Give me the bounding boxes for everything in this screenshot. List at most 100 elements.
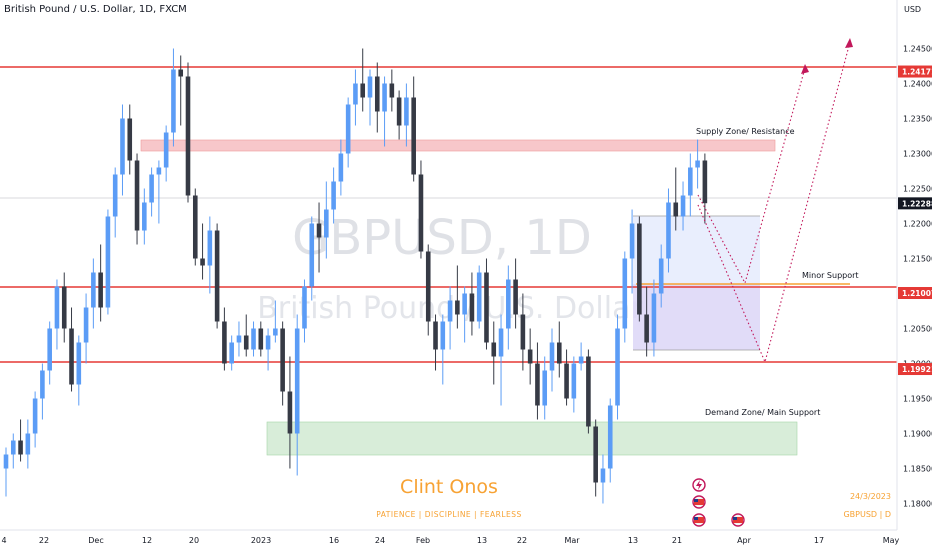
candle-body: [411, 97, 416, 175]
candle: [134, 153, 140, 245]
price-tick-label: 1.23000: [903, 150, 932, 159]
level-price-tag: [898, 65, 932, 78]
candle-body: [273, 328, 278, 336]
candle-body: [331, 181, 336, 210]
candle: [40, 363, 45, 420]
candle: [54, 279, 60, 350]
candle-body: [374, 76, 380, 112]
candle: [229, 335, 234, 371]
candle-body: [98, 272, 103, 308]
candle: [294, 314, 300, 476]
flag-canton-icon: [694, 499, 698, 502]
price-tick-label: 1.19000: [903, 430, 932, 439]
candle: [389, 69, 395, 112]
candle: [433, 314, 438, 371]
candle: [18, 419, 23, 462]
projection-box-upper: [633, 216, 760, 284]
candle-body: [142, 202, 147, 231]
supply-zone: [140, 139, 776, 152]
candle: [476, 265, 482, 329]
time-tick-label: 12: [142, 536, 152, 545]
price-axis-bg: [897, 0, 932, 550]
candle: [637, 216, 642, 322]
candle-body: [535, 363, 540, 406]
watermark-ticker: GBPUSD, 1D: [292, 210, 592, 266]
projection-path-2: [697, 41, 851, 364]
candle-body: [156, 167, 162, 175]
candle: [98, 244, 103, 322]
candle-body: [76, 342, 82, 385]
candle: [418, 160, 424, 259]
candle: [207, 216, 213, 294]
level-price-tag: [898, 287, 932, 300]
candle: [61, 272, 67, 343]
candle-body: [425, 251, 431, 322]
candle-body: [207, 230, 213, 266]
candle: [185, 62, 191, 203]
candle: [192, 188, 198, 266]
time-tick-label: 21: [672, 536, 682, 545]
candle-body: [360, 83, 366, 98]
price-tick-label: 1.23500: [903, 115, 932, 124]
candle: [571, 356, 577, 413]
price-tick-label: 1.18500: [903, 465, 932, 474]
candle-body: [91, 272, 96, 308]
candle-body: [127, 118, 133, 161]
candle: [615, 314, 620, 420]
candle-body: [163, 132, 169, 168]
candle: [149, 167, 154, 217]
candle-body: [513, 279, 518, 315]
candle: [549, 328, 555, 392]
candle: [338, 139, 344, 196]
candle-body: [47, 328, 52, 371]
candle: [506, 265, 511, 350]
candle-body: [615, 328, 620, 406]
candle-body: [134, 160, 140, 231]
candle: [163, 125, 169, 182]
candle: [280, 321, 285, 406]
projection-arrow-head-2: [845, 38, 853, 48]
candle: [469, 272, 475, 336]
candle-body: [556, 342, 562, 364]
candle: [600, 454, 606, 504]
candle: [171, 48, 176, 147]
time-tick-label: 13: [628, 536, 638, 545]
candle: [644, 286, 649, 357]
candle: [513, 258, 518, 329]
candle-body: [40, 370, 45, 399]
candle-body: [280, 328, 285, 392]
candle: [309, 216, 315, 301]
minor-support-label: Minor Support: [802, 271, 859, 280]
candle-body: [120, 118, 125, 175]
event-icons[interactable]: [692, 478, 745, 527]
candle: [607, 398, 613, 483]
candle: [622, 251, 628, 343]
time-tick-label: May: [883, 536, 900, 545]
candle-body: [171, 69, 176, 133]
candle-body: [149, 174, 154, 203]
candle-body: [622, 258, 628, 329]
level-price-tag: [898, 363, 932, 376]
candle: [142, 188, 147, 245]
time-tick-label: Dec: [88, 536, 103, 545]
candle-body: [506, 279, 511, 329]
candle-body: [658, 258, 664, 294]
demand-zone-label: Demand Zone/ Main Support: [705, 408, 820, 417]
candle: [484, 258, 489, 350]
candle: [91, 258, 96, 329]
candle-body: [192, 195, 198, 259]
candle-body: [673, 202, 679, 217]
candle: [112, 167, 118, 238]
candle: [404, 83, 409, 147]
signature-date: 24/3/2023: [850, 492, 891, 501]
candle-body: [178, 69, 184, 77]
candle: [331, 167, 336, 224]
candle-body: [527, 349, 533, 364]
symbol-header: British Pound / U.S. Dollar, 1D, FXCM: [4, 4, 187, 15]
signature-pair: GBPUSD | D: [843, 510, 891, 519]
candle: [324, 181, 329, 259]
candle-body: [367, 76, 373, 98]
